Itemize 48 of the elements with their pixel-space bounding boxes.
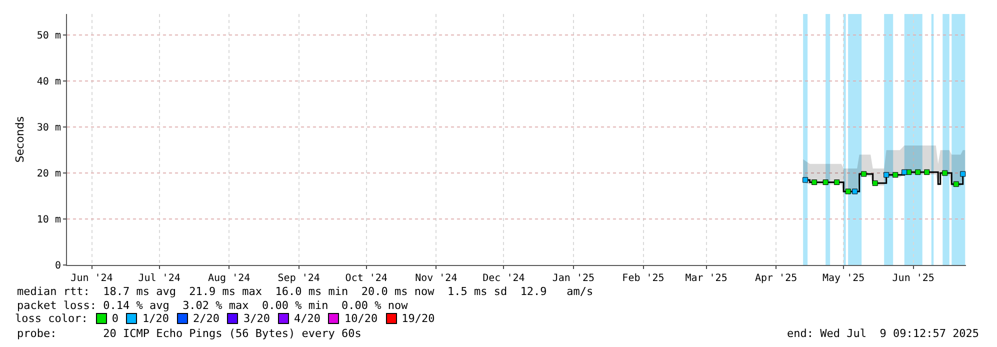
x-tick-label: Sep '24 xyxy=(278,273,320,284)
point xyxy=(852,188,858,194)
point xyxy=(802,177,808,183)
legend-label: 1/20 xyxy=(142,312,169,325)
x-tick-label: Jun '25 xyxy=(892,273,934,284)
point xyxy=(902,169,908,175)
y-tick-label: 40 m xyxy=(36,76,61,88)
legend-label: 10/20 xyxy=(344,312,378,325)
point xyxy=(915,169,921,175)
x-tick-label: Oct '24 xyxy=(345,273,388,284)
y-tick-label: 10 m xyxy=(36,214,61,226)
x-tick-label: Dec '24 xyxy=(482,273,525,284)
point xyxy=(872,180,878,186)
legend-label: 2/20 xyxy=(192,312,220,325)
legend-label: 19/20 xyxy=(402,312,435,325)
y-tick-label: 0 xyxy=(54,260,61,272)
text: end: Wed Jul 9 09:12:57 2025 xyxy=(787,327,980,340)
point xyxy=(861,171,867,177)
x-tick-label: Jan '25 xyxy=(552,273,595,284)
legend-title: loss color: xyxy=(15,312,88,325)
point xyxy=(845,188,851,194)
point xyxy=(884,172,890,178)
x-tick-label: Apr '25 xyxy=(754,273,798,284)
point xyxy=(960,171,966,177)
y-tick-label: 30 m xyxy=(36,122,61,134)
x-tick-label: Jul '24 xyxy=(138,273,180,284)
legend-label: 0 xyxy=(112,312,118,325)
x-tick-label: May '25 xyxy=(822,273,865,284)
text: packet loss: 0.14 % avg 3.02 % max 0.00 % min 0.00 % now xyxy=(17,299,408,312)
x-tick-label: Nov '24 xyxy=(415,273,458,284)
x-tick-label: Mar '25 xyxy=(685,273,728,284)
point xyxy=(924,169,930,175)
point xyxy=(822,180,828,185)
point xyxy=(892,172,898,178)
text: median rtt: 18.7 ms avg 21.9 ms max 16.0 ms min 20.0 ms now 1.5 ms sd 12.9 am/s xyxy=(17,285,594,298)
y-tick-label: 50 m xyxy=(36,30,61,42)
legend-label: 4/20 xyxy=(294,312,320,325)
text: probe: 20 ICMP Echo Pings (56 Bytes) every 60s xyxy=(17,327,362,340)
y-tick-label: 20 m xyxy=(36,168,61,180)
x-tick-label: Aug '24 xyxy=(208,273,250,284)
legend-label: 3/20 xyxy=(243,312,270,325)
point xyxy=(812,180,818,185)
y-axis-title: Seconds xyxy=(14,116,27,163)
x-tick-label: Jun '24 xyxy=(70,273,113,284)
x-tick-label: Feb '25 xyxy=(622,273,664,284)
point xyxy=(942,170,948,176)
point xyxy=(834,180,840,185)
point xyxy=(953,181,959,187)
